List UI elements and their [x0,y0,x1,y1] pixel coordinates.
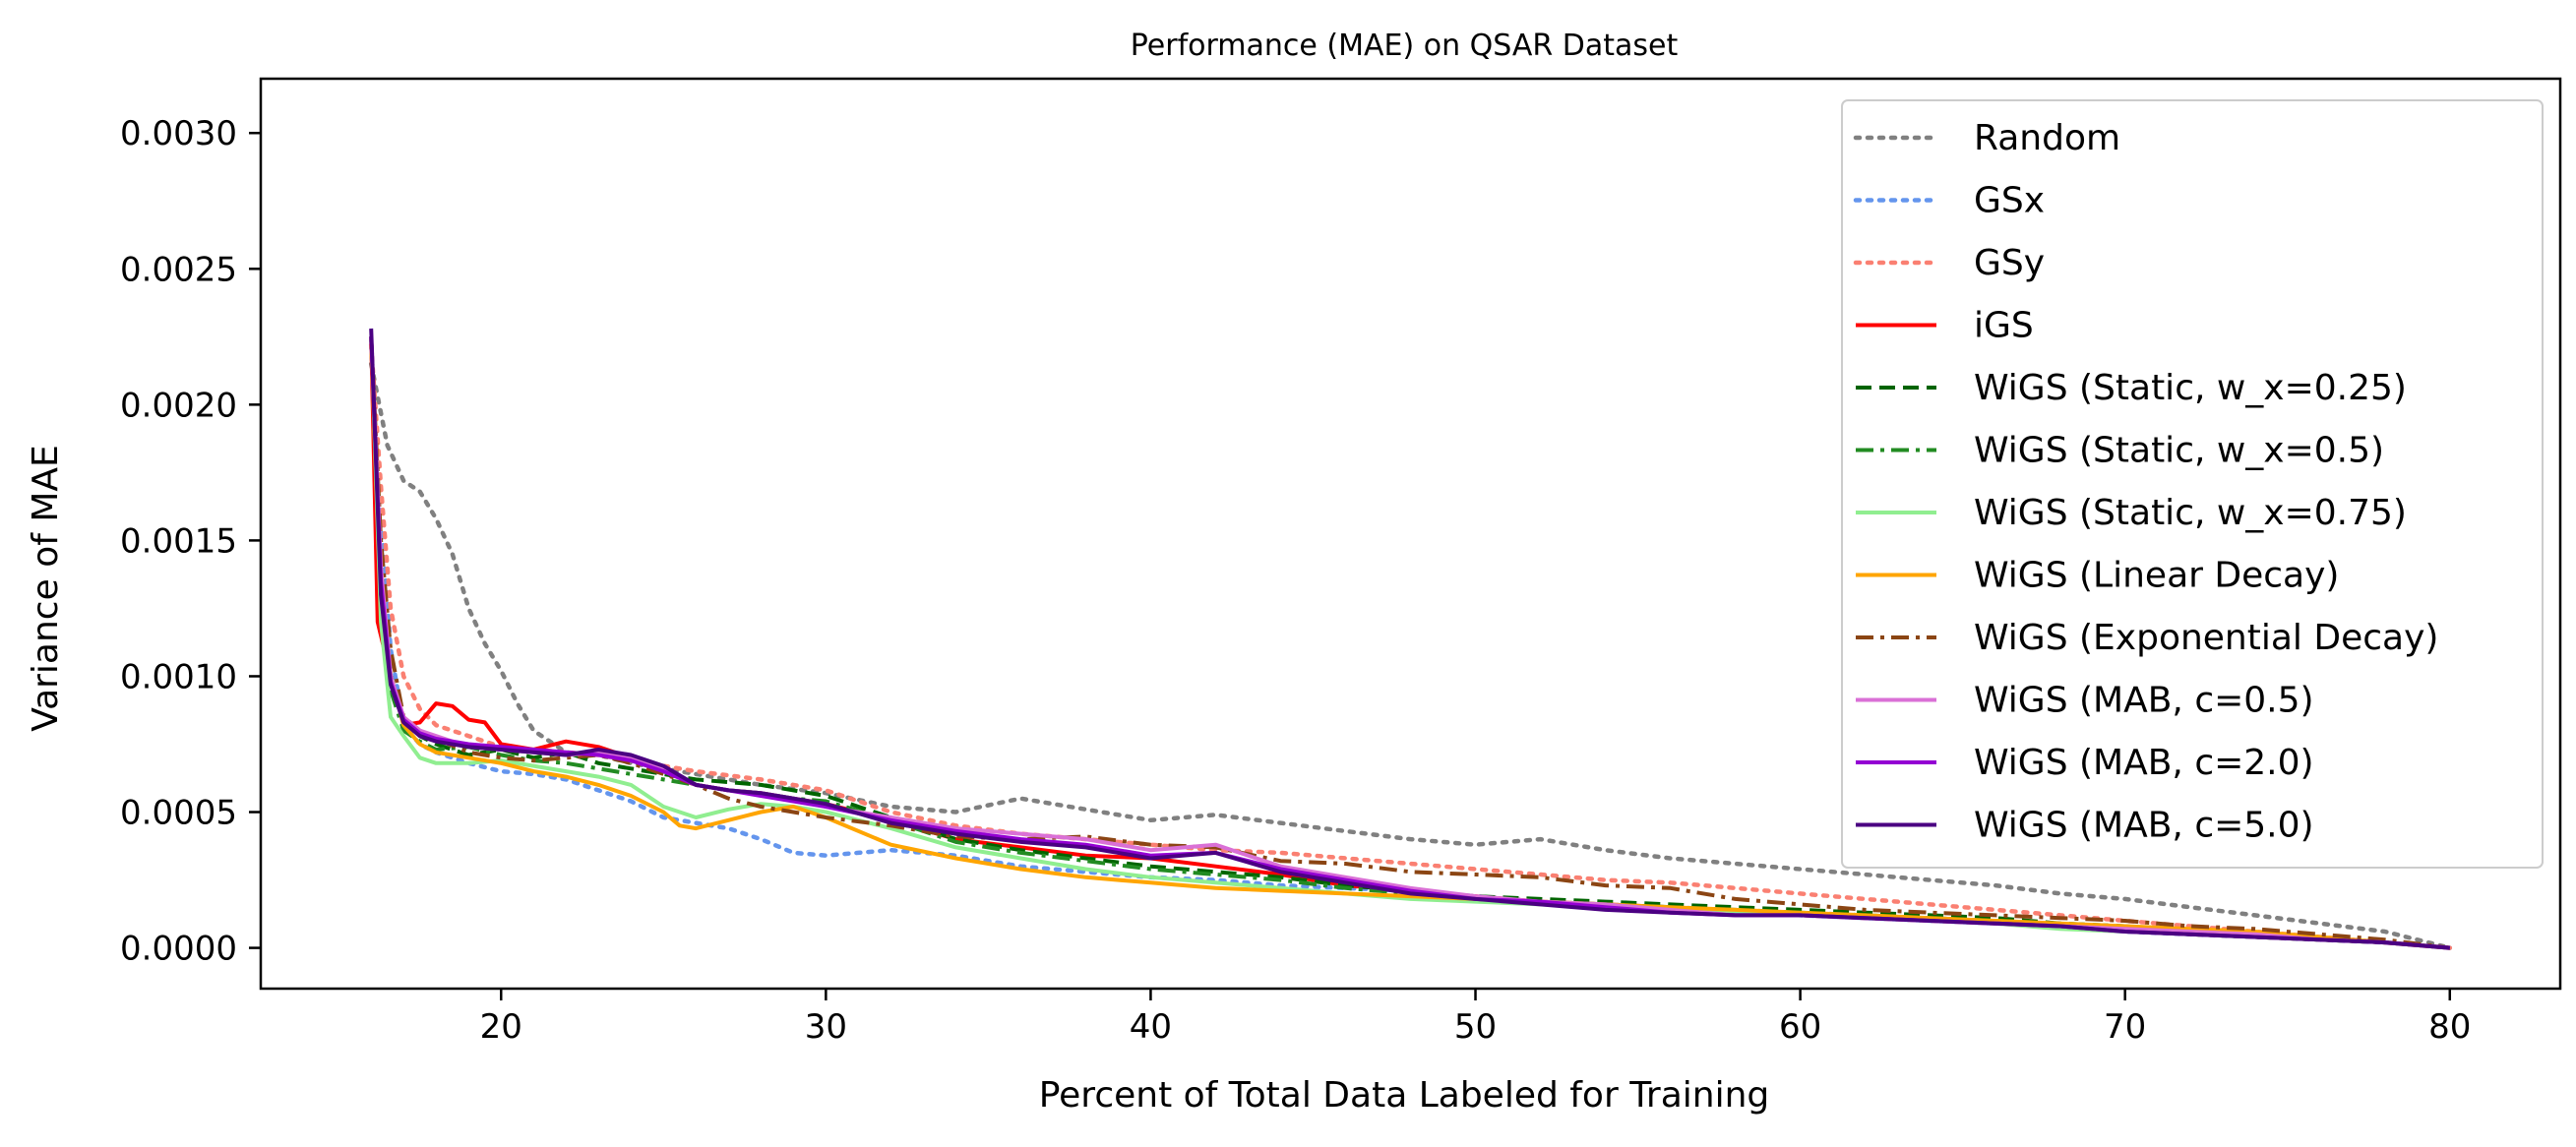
y-tick-label: 0.0015 [120,521,237,561]
legend-label-wigs-static-w-x-0-5: WiGS (Static, w_x=0.5) [1974,431,2384,471]
legend-box [1841,99,2544,869]
legend-label-wigs-static-w-x-0-75: WiGS (Static, w_x=0.75) [1974,493,2407,533]
chart-title: Performance (MAE) on QSAR Dataset [1131,29,1679,63]
legend-label-wigs-exponential-decay: WiGS (Exponential Decay) [1974,618,2438,658]
y-axis-ticks: 0.0000 0.0005 0.0010 0.0015 0.0020 0.0025 0.00… [120,114,261,969]
series-line-wigs-static-w-x-0-5 [369,336,2450,950]
x-tick-label: 50 [1454,1007,1497,1047]
legend-label-wigs-mab-c-5-0: WiGS (MAB, c=5.0) [1974,806,2314,846]
legend-label-wigs-static-w-x-0-25: WiGS (Static, w_x=0.25) [1974,368,2407,408]
y-tick-label: 0.0005 [120,794,237,833]
x-tick-label: 80 [2428,1007,2471,1047]
y-tick-label: 0.0000 [120,930,237,969]
axes-frame [259,77,2562,991]
legend-label-wigs-mab-c-2-0: WiGS (MAB, c=2.0) [1974,743,2314,783]
legend-label-gsy: GSy [1974,243,2045,283]
y-tick-label: 0.0020 [120,386,237,425]
y-axis-label: Variance of MAE [26,445,66,732]
legend-label-wigs-linear-decay: WiGS (Linear Decay) [1974,556,2339,596]
x-axis-label: Percent of Total Data Labeled for Traini… [1039,1075,1770,1116]
legend-label-gsx: GSx [1974,181,2045,221]
series-line-random [368,361,2453,950]
y-tick-label: 0.0010 [120,657,237,696]
series-line-wigs-mab-c-5-0 [369,328,2450,950]
legend-label-igs: iGS [1974,306,2034,346]
legend-label-wigs-mab-c-0-5: WiGS (MAB, c=0.5) [1974,681,2314,721]
x-tick-label: 60 [1779,1007,1821,1047]
legend: Random GSx GSy iGS WiGS (Static, w_x=0.25) Wi… [1841,99,2544,869]
y-tick-label: 0.0030 [120,114,237,153]
series-line-wigs-static-w-x-0-25 [369,336,2450,950]
series-line-wigs-exponential-decay [369,336,2451,950]
x-tick-label: 70 [2104,1007,2146,1047]
x-axis-ticks: 20 30 40 50 60 70 80 [480,989,2471,1047]
series-line-wigs-linear-decay [369,344,2450,950]
plot-frame [259,77,2562,991]
plot-lines [368,328,2453,950]
x-tick-label: 30 [805,1007,847,1047]
x-tick-label: 20 [480,1007,522,1047]
legend-label-random: Random [1974,118,2120,158]
x-tick-label: 40 [1130,1007,1172,1047]
y-tick-label: 0.0025 [120,250,237,289]
